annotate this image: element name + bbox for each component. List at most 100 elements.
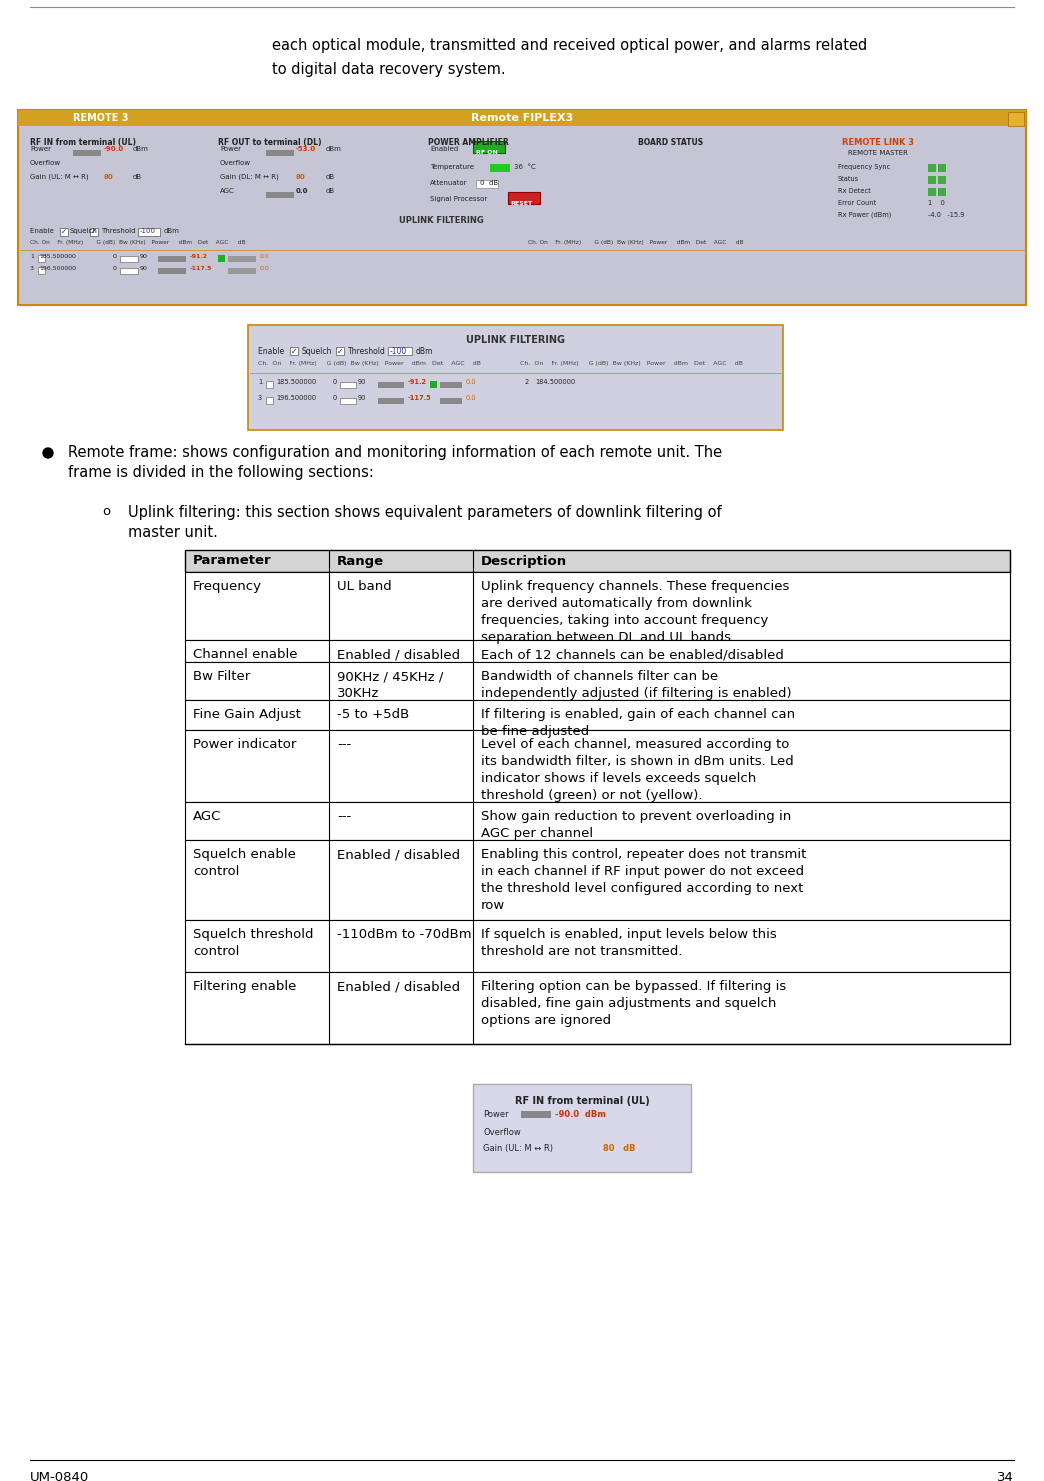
Text: ✓: ✓ xyxy=(291,347,298,355)
Bar xyxy=(388,347,412,355)
Text: Power: Power xyxy=(483,1109,508,1120)
Bar xyxy=(340,382,356,388)
Bar xyxy=(473,141,505,153)
Text: 90: 90 xyxy=(140,255,148,259)
Text: dB: dB xyxy=(326,173,335,181)
Text: dB: dB xyxy=(133,173,142,181)
Text: RF OUT to terminal (DL): RF OUT to terminal (DL) xyxy=(218,138,322,147)
Text: Frequency Sync: Frequency Sync xyxy=(838,164,891,170)
Text: ---: --- xyxy=(337,810,351,823)
Bar xyxy=(928,164,936,172)
Text: o: o xyxy=(102,505,110,518)
Text: Gain (UL: M ↔ R): Gain (UL: M ↔ R) xyxy=(483,1143,553,1154)
Text: 90: 90 xyxy=(358,379,366,385)
Bar xyxy=(938,164,946,172)
Bar xyxy=(473,1084,691,1171)
Circle shape xyxy=(43,447,53,458)
Text: Squelch: Squelch xyxy=(302,347,332,355)
Bar xyxy=(73,150,101,156)
Text: Each of 12 channels can be enabled/disabled: Each of 12 channels can be enabled/disab… xyxy=(481,649,784,661)
Bar xyxy=(158,268,186,274)
Text: ✓: ✓ xyxy=(61,230,67,235)
Text: Uplink filtering: this section shows equivalent parameters of downlink filtering: Uplink filtering: this section shows equ… xyxy=(128,505,721,520)
Bar xyxy=(158,256,186,262)
Text: Gain (DL: M ↔ R): Gain (DL: M ↔ R) xyxy=(220,173,279,181)
Text: dB: dB xyxy=(326,188,335,194)
Text: Threshold: Threshold xyxy=(101,228,136,234)
Text: Threshold: Threshold xyxy=(348,347,386,355)
Bar xyxy=(185,572,1010,640)
Bar xyxy=(266,397,272,404)
Text: -91.2: -91.2 xyxy=(190,255,208,259)
Text: Enable: Enable xyxy=(30,228,56,234)
Bar xyxy=(218,255,226,262)
Bar xyxy=(185,549,1010,572)
Text: -100: -100 xyxy=(140,228,156,234)
Text: 0.0: 0.0 xyxy=(260,267,269,271)
Text: 1    0: 1 0 xyxy=(928,200,945,206)
Text: -117.5: -117.5 xyxy=(408,395,431,401)
Text: 0  dB: 0 dB xyxy=(480,181,498,187)
Bar xyxy=(378,398,404,404)
Text: -90.0  dBm: -90.0 dBm xyxy=(555,1109,606,1120)
Text: RESET: RESET xyxy=(511,201,532,206)
Text: dBm: dBm xyxy=(416,347,433,355)
Bar xyxy=(185,662,1010,701)
Text: REMOTE MASTER: REMOTE MASTER xyxy=(848,150,908,156)
Bar xyxy=(185,730,1010,803)
Text: Ch.  On    Fr. (MHz)     G (dB)  Bw (KHz)   Power    dBm   Det    AGC    dB: Ch. On Fr. (MHz) G (dB) Bw (KHz) Power d… xyxy=(258,361,481,366)
Bar xyxy=(38,267,45,274)
Text: 0: 0 xyxy=(333,395,337,401)
Bar xyxy=(266,193,294,198)
Text: -100: -100 xyxy=(390,347,407,355)
Text: Ch. On    Fr. (MHz)       G (dB)  Bw (KHz)   Power     dBm   Det    AGC     dB: Ch. On Fr. (MHz) G (dB) Bw (KHz) Power d… xyxy=(30,240,245,244)
Text: 80: 80 xyxy=(296,173,306,181)
Text: -53.0: -53.0 xyxy=(296,147,316,153)
Text: -4.0   -15.9: -4.0 -15.9 xyxy=(928,212,965,218)
Text: Power: Power xyxy=(220,147,241,153)
Bar xyxy=(185,840,1010,920)
Text: Gain (UL: M ↔ R): Gain (UL: M ↔ R) xyxy=(30,173,89,181)
Text: dBm: dBm xyxy=(133,147,149,153)
Bar xyxy=(38,255,45,262)
Text: Level of each channel, measured according to
its bandwidth filter, is shown in d: Level of each channel, measured accordin… xyxy=(481,738,793,803)
Bar xyxy=(521,1111,551,1118)
Text: BOARD STATUS: BOARD STATUS xyxy=(638,138,703,147)
Text: Fine Gain Adjust: Fine Gain Adjust xyxy=(193,708,301,721)
Text: 34: 34 xyxy=(997,1471,1014,1481)
Text: 196.500000: 196.500000 xyxy=(276,395,316,401)
Bar xyxy=(430,381,437,388)
Text: 0.0: 0.0 xyxy=(260,255,269,259)
Bar xyxy=(248,324,783,429)
Text: Enable: Enable xyxy=(258,347,286,355)
Text: -117.5: -117.5 xyxy=(190,267,213,271)
Text: Enabled: Enabled xyxy=(430,147,458,153)
Text: 90KHz / 45KHz /
30KHz: 90KHz / 45KHz / 30KHz xyxy=(337,669,444,701)
Bar xyxy=(938,188,946,195)
Text: 2: 2 xyxy=(525,379,529,385)
Text: 0: 0 xyxy=(113,255,117,259)
Bar xyxy=(508,193,540,204)
Bar xyxy=(228,268,256,274)
Text: -90.0: -90.0 xyxy=(104,147,124,153)
Text: If filtering is enabled, gain of each channel can
be fine adjusted: If filtering is enabled, gain of each ch… xyxy=(481,708,796,738)
Text: 185.500000: 185.500000 xyxy=(39,255,76,259)
Text: 1: 1 xyxy=(258,379,262,385)
Text: Squelch threshold
control: Squelch threshold control xyxy=(193,929,313,958)
Text: Overflow: Overflow xyxy=(30,160,62,166)
Text: 0.0: 0.0 xyxy=(466,395,477,401)
Text: Power: Power xyxy=(30,147,51,153)
Text: REMOTE 3: REMOTE 3 xyxy=(73,113,128,123)
Bar xyxy=(185,803,1010,840)
Text: Uplink frequency channels. These frequencies
are derived automatically from down: Uplink frequency channels. These frequen… xyxy=(481,581,789,644)
Bar xyxy=(185,640,1010,662)
Text: 0.0: 0.0 xyxy=(466,379,477,385)
Bar xyxy=(120,268,138,274)
Bar xyxy=(138,228,160,235)
Text: 0.0: 0.0 xyxy=(296,188,308,194)
Text: 1: 1 xyxy=(30,255,33,259)
Text: Enabled / disabled: Enabled / disabled xyxy=(337,849,460,860)
Text: dBm: dBm xyxy=(326,147,341,153)
Text: Power indicator: Power indicator xyxy=(193,738,296,751)
Text: Filtering option can be bypassed. If filtering is
disabled, fine gain adjustment: Filtering option can be bypassed. If fil… xyxy=(481,980,786,1026)
